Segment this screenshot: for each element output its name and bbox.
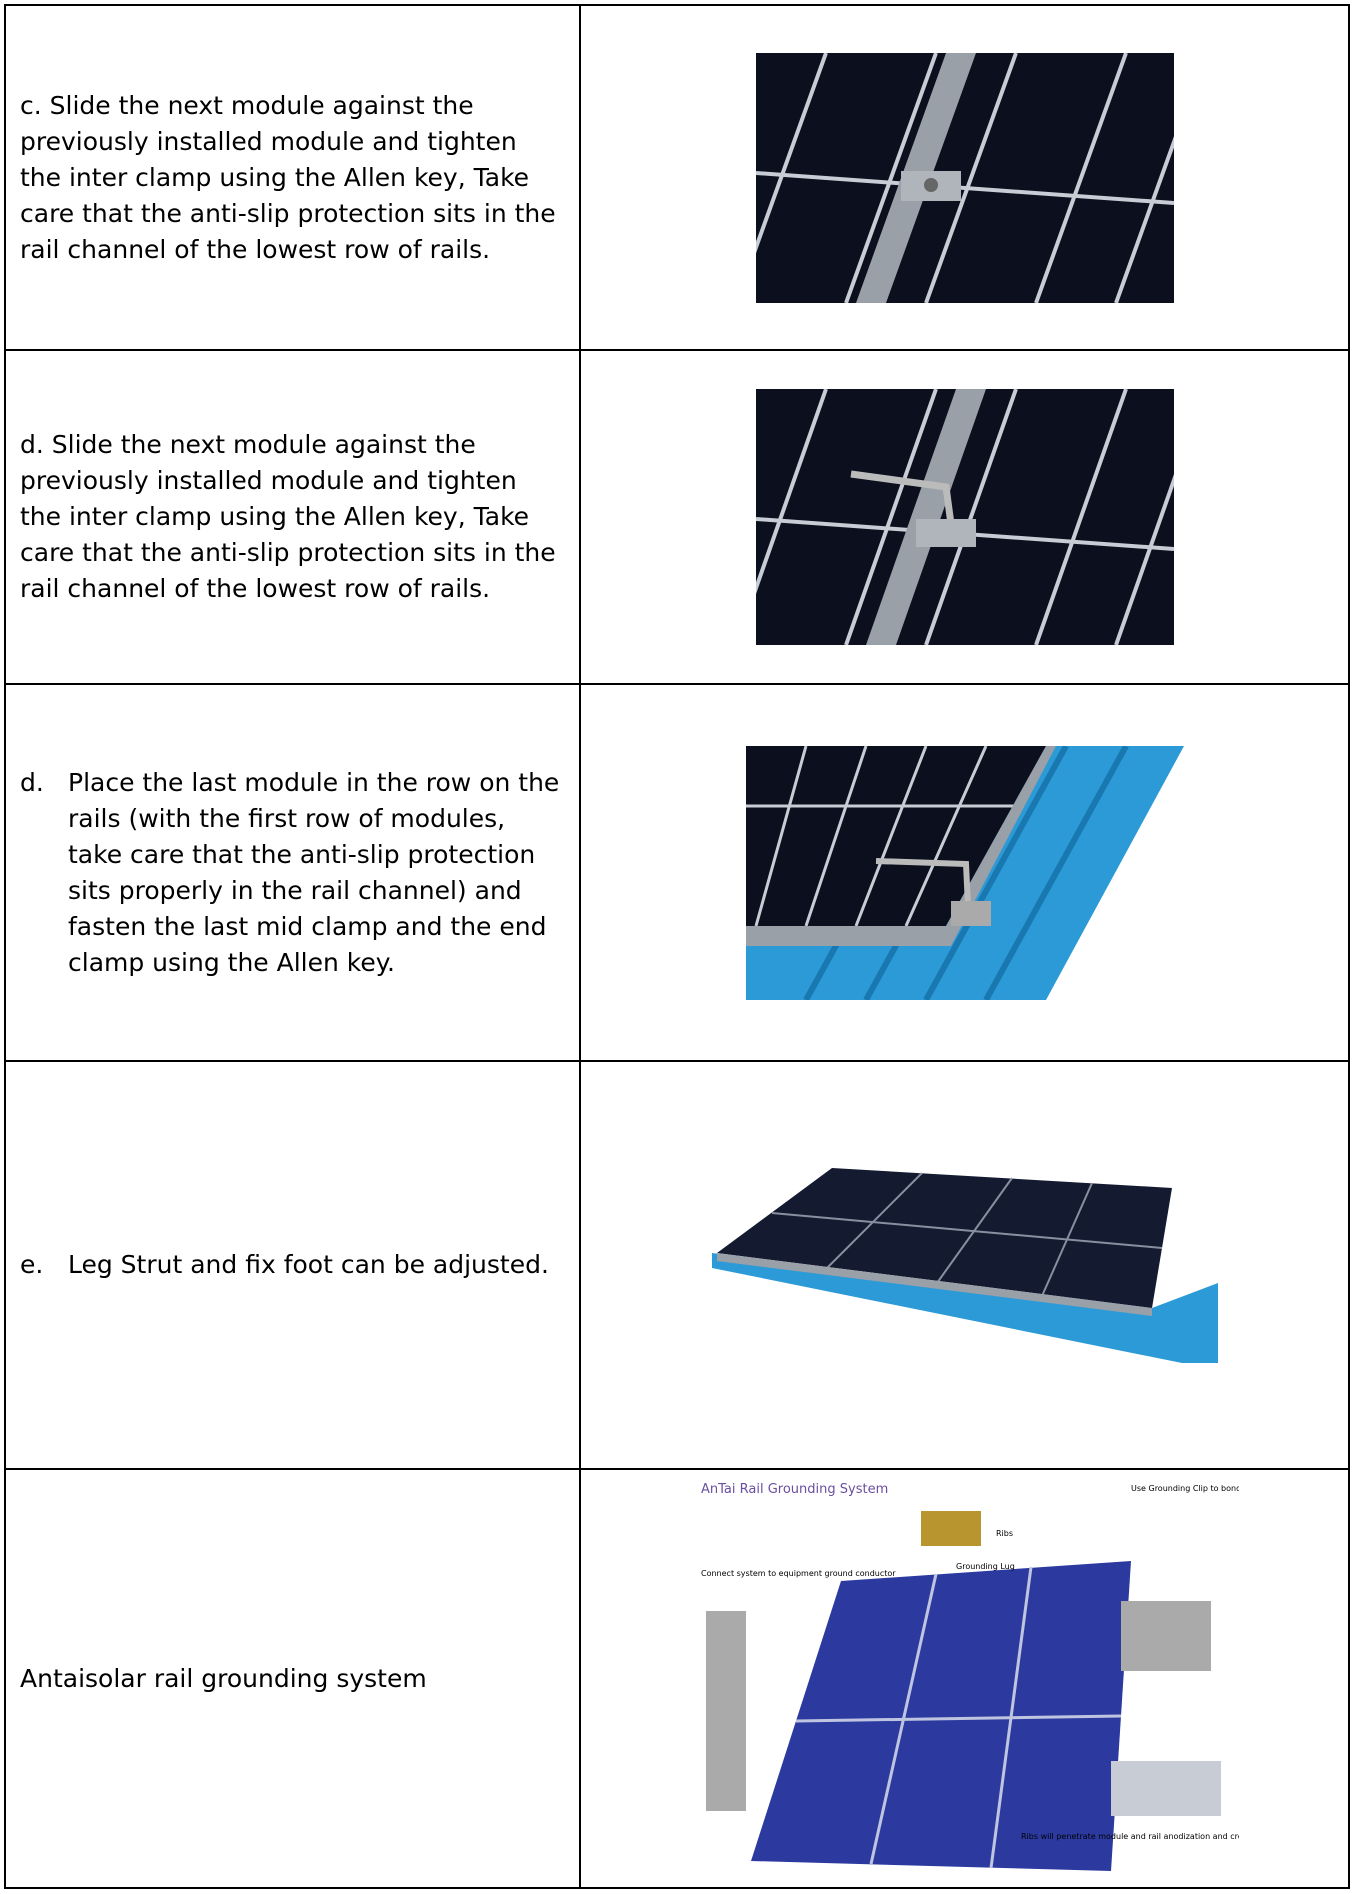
module-clamp-image [755, 52, 1174, 303]
row: e. Leg Strut and fix foot can be adjusted… [4, 1060, 1350, 1470]
callout: Ribs will penetrate module and rail anod… [1021, 1832, 1239, 1841]
image-cell [579, 349, 1350, 685]
row: d. Slide the next module against the pre… [4, 349, 1350, 685]
callout: Grounding Lug [956, 1562, 1015, 1571]
grounding-diagram: AnTai Rail Grounding System Use Groundin… [690, 1471, 1239, 1886]
instruction-table: c. Slide the next module against the pre… [4, 4, 1350, 1889]
list-marker: d. [20, 767, 44, 797]
step-text: Antaisolar rail grounding system [4, 1468, 581, 1889]
array-image [711, 1167, 1218, 1363]
callout: Connect system to equipment ground condu… [701, 1569, 896, 1578]
row: d. Place the last module in the row on th… [4, 683, 1350, 1062]
step-text: c. Slide the next module against the pre… [4, 4, 581, 351]
row: Antaisolar rail grounding system AnTai R… [4, 1468, 1350, 1889]
step-text: d. Place the last module in the row on th… [4, 683, 581, 1062]
step-text: e. Leg Strut and fix foot can be adjusted… [4, 1060, 581, 1470]
image-cell [579, 4, 1350, 351]
figure-title: AnTai Rail Grounding System [701, 1482, 888, 1497]
row: c. Slide the next module against the pre… [4, 4, 1350, 351]
image-cell [579, 1060, 1350, 1470]
step-body: Place the last module in the row on the … [68, 767, 560, 977]
image-cell [579, 683, 1350, 1062]
callout: Use Grounding Clip to bond solar modules… [1131, 1484, 1239, 1493]
allen-key-image [755, 389, 1174, 645]
end-clamp-image [745, 745, 1184, 1000]
step-text: d. Slide the next module against the pre… [4, 349, 581, 685]
step-body: Leg Strut and fix foot can be adjusted. [68, 1250, 549, 1279]
list-marker: e. [20, 1250, 44, 1279]
callout: Ribs [996, 1529, 1013, 1538]
image-cell: AnTai Rail Grounding System Use Groundin… [579, 1468, 1350, 1889]
